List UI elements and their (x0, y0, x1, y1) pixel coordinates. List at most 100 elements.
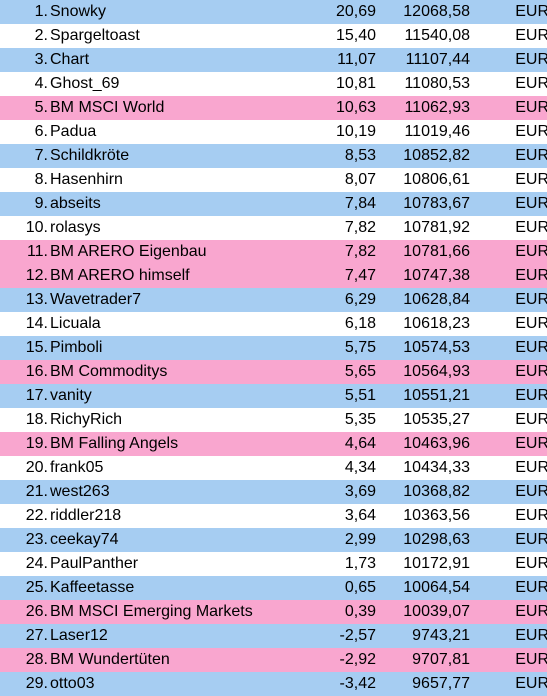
currency-cell: EUR (515, 387, 547, 404)
percent-cell: 11,07 (337, 51, 376, 68)
percent-cell: 8,53 (344, 147, 376, 164)
percent-cell: 5,51 (344, 387, 376, 404)
percent-cell: 5,35 (344, 411, 376, 428)
name-cell: BM MSCI Emerging Markets (50, 603, 253, 620)
value-cell: 10551,21 (403, 387, 470, 404)
name-cell: Schildkröte (50, 147, 130, 164)
value-cell: 11019,46 (404, 123, 470, 140)
currency-cell: EUR (515, 219, 547, 236)
value-cell: 10747,38 (403, 267, 470, 284)
value-cell: 10039,07 (403, 603, 470, 620)
rank-cell: 26. (25, 603, 48, 620)
rank-cell: 10. (25, 219, 48, 236)
percent-cell: -2,92 (339, 651, 376, 668)
value-cell: 10064,54 (403, 579, 470, 596)
currency-cell: EUR (515, 411, 547, 428)
table-row: 19. BM Falling Angels 4,64 10463,96 EUR (0, 432, 547, 456)
value-cell: 10781,92 (403, 219, 470, 236)
value-cell: 10574,53 (403, 339, 470, 356)
percent-cell: 8,07 (344, 171, 376, 188)
table-row: 20. frank05 4,34 10434,33 EUR (0, 456, 547, 480)
value-cell: 10783,67 (403, 195, 470, 212)
name-cell: Spargeltoast (50, 27, 140, 44)
percent-cell: 4,34 (344, 459, 376, 476)
currency-cell: EUR (515, 243, 547, 260)
name-cell: riddler218 (50, 507, 122, 524)
value-cell: 10806,61 (403, 171, 470, 188)
value-cell: 10781,66 (403, 243, 470, 260)
table-row: 15. Pimboli 5,75 10574,53 EUR (0, 336, 547, 360)
name-cell: abseits (50, 195, 101, 212)
name-cell: Laser12 (50, 627, 108, 644)
percent-cell: 15,40 (335, 27, 376, 44)
percent-cell: 7,47 (344, 267, 376, 284)
value-cell: 11107,44 (405, 51, 470, 68)
currency-cell: EUR (515, 75, 547, 92)
currency-cell: EUR (515, 651, 547, 668)
name-cell: Wavetrader7 (50, 291, 141, 308)
rank-cell: 24. (25, 555, 48, 572)
currency-cell: EUR (515, 339, 547, 356)
rank-cell: 15. (25, 339, 48, 356)
value-cell: 10564,93 (403, 363, 470, 380)
table-row: 5. BM MSCI World 10,63 11062,93 EUR (0, 96, 547, 120)
rank-cell: 1. (34, 3, 48, 20)
rank-cell: 19. (25, 435, 48, 452)
table-row: 17. vanity 5,51 10551,21 EUR (0, 384, 547, 408)
name-cell: vanity (50, 387, 92, 404)
name-cell: Chart (50, 51, 90, 68)
percent-cell: 5,65 (344, 363, 376, 380)
rank-cell: 20. (25, 459, 48, 476)
currency-cell: EUR (515, 675, 547, 692)
value-cell: 11540,08 (404, 27, 470, 44)
table-row: 3. Chart 11,07 11107,44 EUR (0, 48, 547, 72)
currency-cell: EUR (515, 291, 547, 308)
currency-cell: EUR (515, 3, 547, 20)
name-cell: Padua (50, 123, 97, 140)
currency-cell: EUR (515, 147, 547, 164)
rank-cell: 28. (25, 651, 48, 668)
percent-cell: 7,82 (344, 219, 376, 236)
name-cell: otto03 (50, 675, 95, 692)
table-row: 10. rolasys 7,82 10781,92 EUR (0, 216, 547, 240)
value-cell: 10363,56 (403, 507, 470, 524)
percent-cell: 3,64 (344, 507, 376, 524)
table-row: 29. otto03 -3,42 9657,77 EUR (0, 672, 547, 696)
value-cell: 10298,63 (403, 531, 470, 548)
table-row: 18. RichyRich 5,35 10535,27 EUR (0, 408, 547, 432)
name-cell: RichyRich (50, 411, 123, 428)
name-cell: Hasenhirn (50, 171, 123, 188)
value-cell: 10463,96 (403, 435, 470, 452)
percent-cell: 0,65 (344, 579, 376, 596)
currency-cell: EUR (515, 555, 547, 572)
rank-cell: 12. (25, 267, 48, 284)
table-row: 2. Spargeltoast 15,40 11540,08 EUR (0, 24, 547, 48)
rank-cell: 22. (25, 507, 48, 524)
currency-cell: EUR (515, 507, 547, 524)
name-cell: PaulPanther (50, 555, 139, 572)
name-cell: west263 (50, 483, 110, 500)
percent-cell: 7,84 (344, 195, 376, 212)
rank-cell: 9. (34, 195, 48, 212)
name-cell: Pimboli (50, 339, 103, 356)
name-cell: ceekay74 (50, 531, 119, 548)
table-row: 25. Kaffeetasse 0,65 10064,54 EUR (0, 576, 547, 600)
value-cell: 10172,91 (403, 555, 470, 572)
table-row: 16. BM Commoditys 5,65 10564,93 EUR (0, 360, 547, 384)
value-cell: 9743,21 (412, 627, 470, 644)
value-cell: 10535,27 (403, 411, 470, 428)
value-cell: 10368,82 (403, 483, 470, 500)
table-row: 7. Schildkröte 8,53 10852,82 EUR (0, 144, 547, 168)
name-cell: frank05 (50, 459, 104, 476)
rank-cell: 8. (34, 171, 48, 188)
rank-cell: 7. (34, 147, 48, 164)
currency-cell: EUR (515, 531, 547, 548)
table-row: 9. abseits 7,84 10783,67 EUR (0, 192, 547, 216)
rank-cell: 23. (25, 531, 48, 548)
rank-cell: 21. (25, 483, 48, 500)
percent-cell: 7,82 (344, 243, 376, 260)
name-cell: BM Commoditys (50, 363, 168, 380)
name-cell: BM ARERO Eigenbau (50, 243, 207, 260)
